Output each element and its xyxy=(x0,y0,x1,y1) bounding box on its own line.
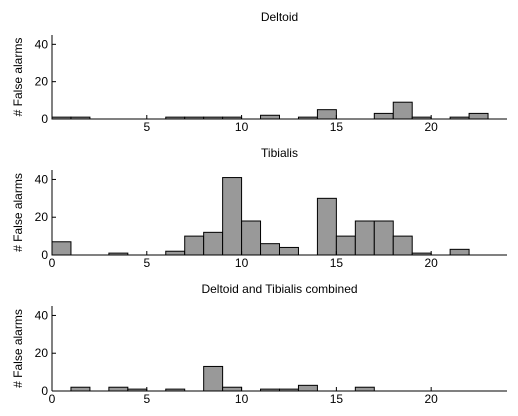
x-tick-label: 10 xyxy=(235,256,249,270)
histogram-bar xyxy=(335,235,356,256)
y-tick-label: 40 xyxy=(35,172,49,186)
histogram-bar xyxy=(279,246,299,256)
histogram-bar xyxy=(373,220,394,256)
y-tick-label: 0 xyxy=(41,384,48,398)
y-tick-label: 20 xyxy=(35,75,49,89)
histogram-bar xyxy=(165,250,186,256)
histogram-bar xyxy=(222,177,243,256)
y-tick-label: 0 xyxy=(41,248,48,262)
x-tick-label: 15 xyxy=(330,120,344,134)
x-tick-label: 20 xyxy=(424,256,438,270)
histogram-bar xyxy=(260,243,280,256)
x-tick-label: 0 xyxy=(49,392,56,406)
histogram-bar xyxy=(392,235,413,256)
histogram-bar xyxy=(297,384,318,392)
y-tick-label: 40 xyxy=(35,308,49,322)
chart-panel: 5 10 15 20 0 20 40 Deltoid # False alarms xyxy=(11,10,507,134)
histogram-bar xyxy=(241,220,262,256)
x-tick-label: 20 xyxy=(424,120,438,134)
histogram-bar xyxy=(184,235,205,256)
chart-title: Tibialis xyxy=(261,146,298,160)
x-tick-label: 10 xyxy=(235,120,249,134)
y-axis-label: # False alarms xyxy=(11,173,25,252)
x-tick-label: 20 xyxy=(424,392,438,406)
histogram-bar xyxy=(354,220,375,256)
x-tick-label: 15 xyxy=(330,256,344,270)
histogram-bar xyxy=(108,386,129,392)
y-tick-label: 0 xyxy=(41,112,48,126)
x-tick-label: 0 xyxy=(49,256,56,270)
x-tick-label: 15 xyxy=(330,392,344,406)
histogram-bar xyxy=(316,197,337,256)
histogram-bar xyxy=(316,109,337,120)
x-tick-label: 5 xyxy=(143,120,150,134)
y-tick-label: 40 xyxy=(35,37,49,51)
histogram-bar xyxy=(70,386,91,392)
chart-panel: 0 5 10 15 20 0 20 40 Deltoid and Tibialis combin… xyxy=(11,282,507,406)
chart-panel: 0 5 10 15 20 0 20 40 Tibialis # False alarms xyxy=(11,146,507,270)
histogram-bar xyxy=(51,241,72,256)
x-tick-label: 5 xyxy=(143,392,150,406)
x-tick-label: 10 xyxy=(235,392,249,406)
histogram-bar xyxy=(449,248,470,256)
x-tick-label: 5 xyxy=(143,256,150,270)
y-axis-label: # False alarms xyxy=(11,38,25,117)
histogram-bar xyxy=(203,365,224,392)
histogram-bar xyxy=(373,112,394,120)
histogram-bar xyxy=(222,386,243,392)
histogram-bar xyxy=(260,114,280,120)
histogram-bar xyxy=(392,101,413,120)
y-axis-label: # False alarms xyxy=(11,309,25,388)
histogram-bar xyxy=(468,112,489,120)
histogram-bar xyxy=(203,231,224,256)
histogram-bar xyxy=(354,386,375,392)
chart-title: Deltoid and Tibialis combined xyxy=(201,282,357,296)
chart-title: Deltoid xyxy=(261,10,298,24)
y-tick-label: 20 xyxy=(35,346,49,360)
y-tick-label: 20 xyxy=(35,210,49,224)
